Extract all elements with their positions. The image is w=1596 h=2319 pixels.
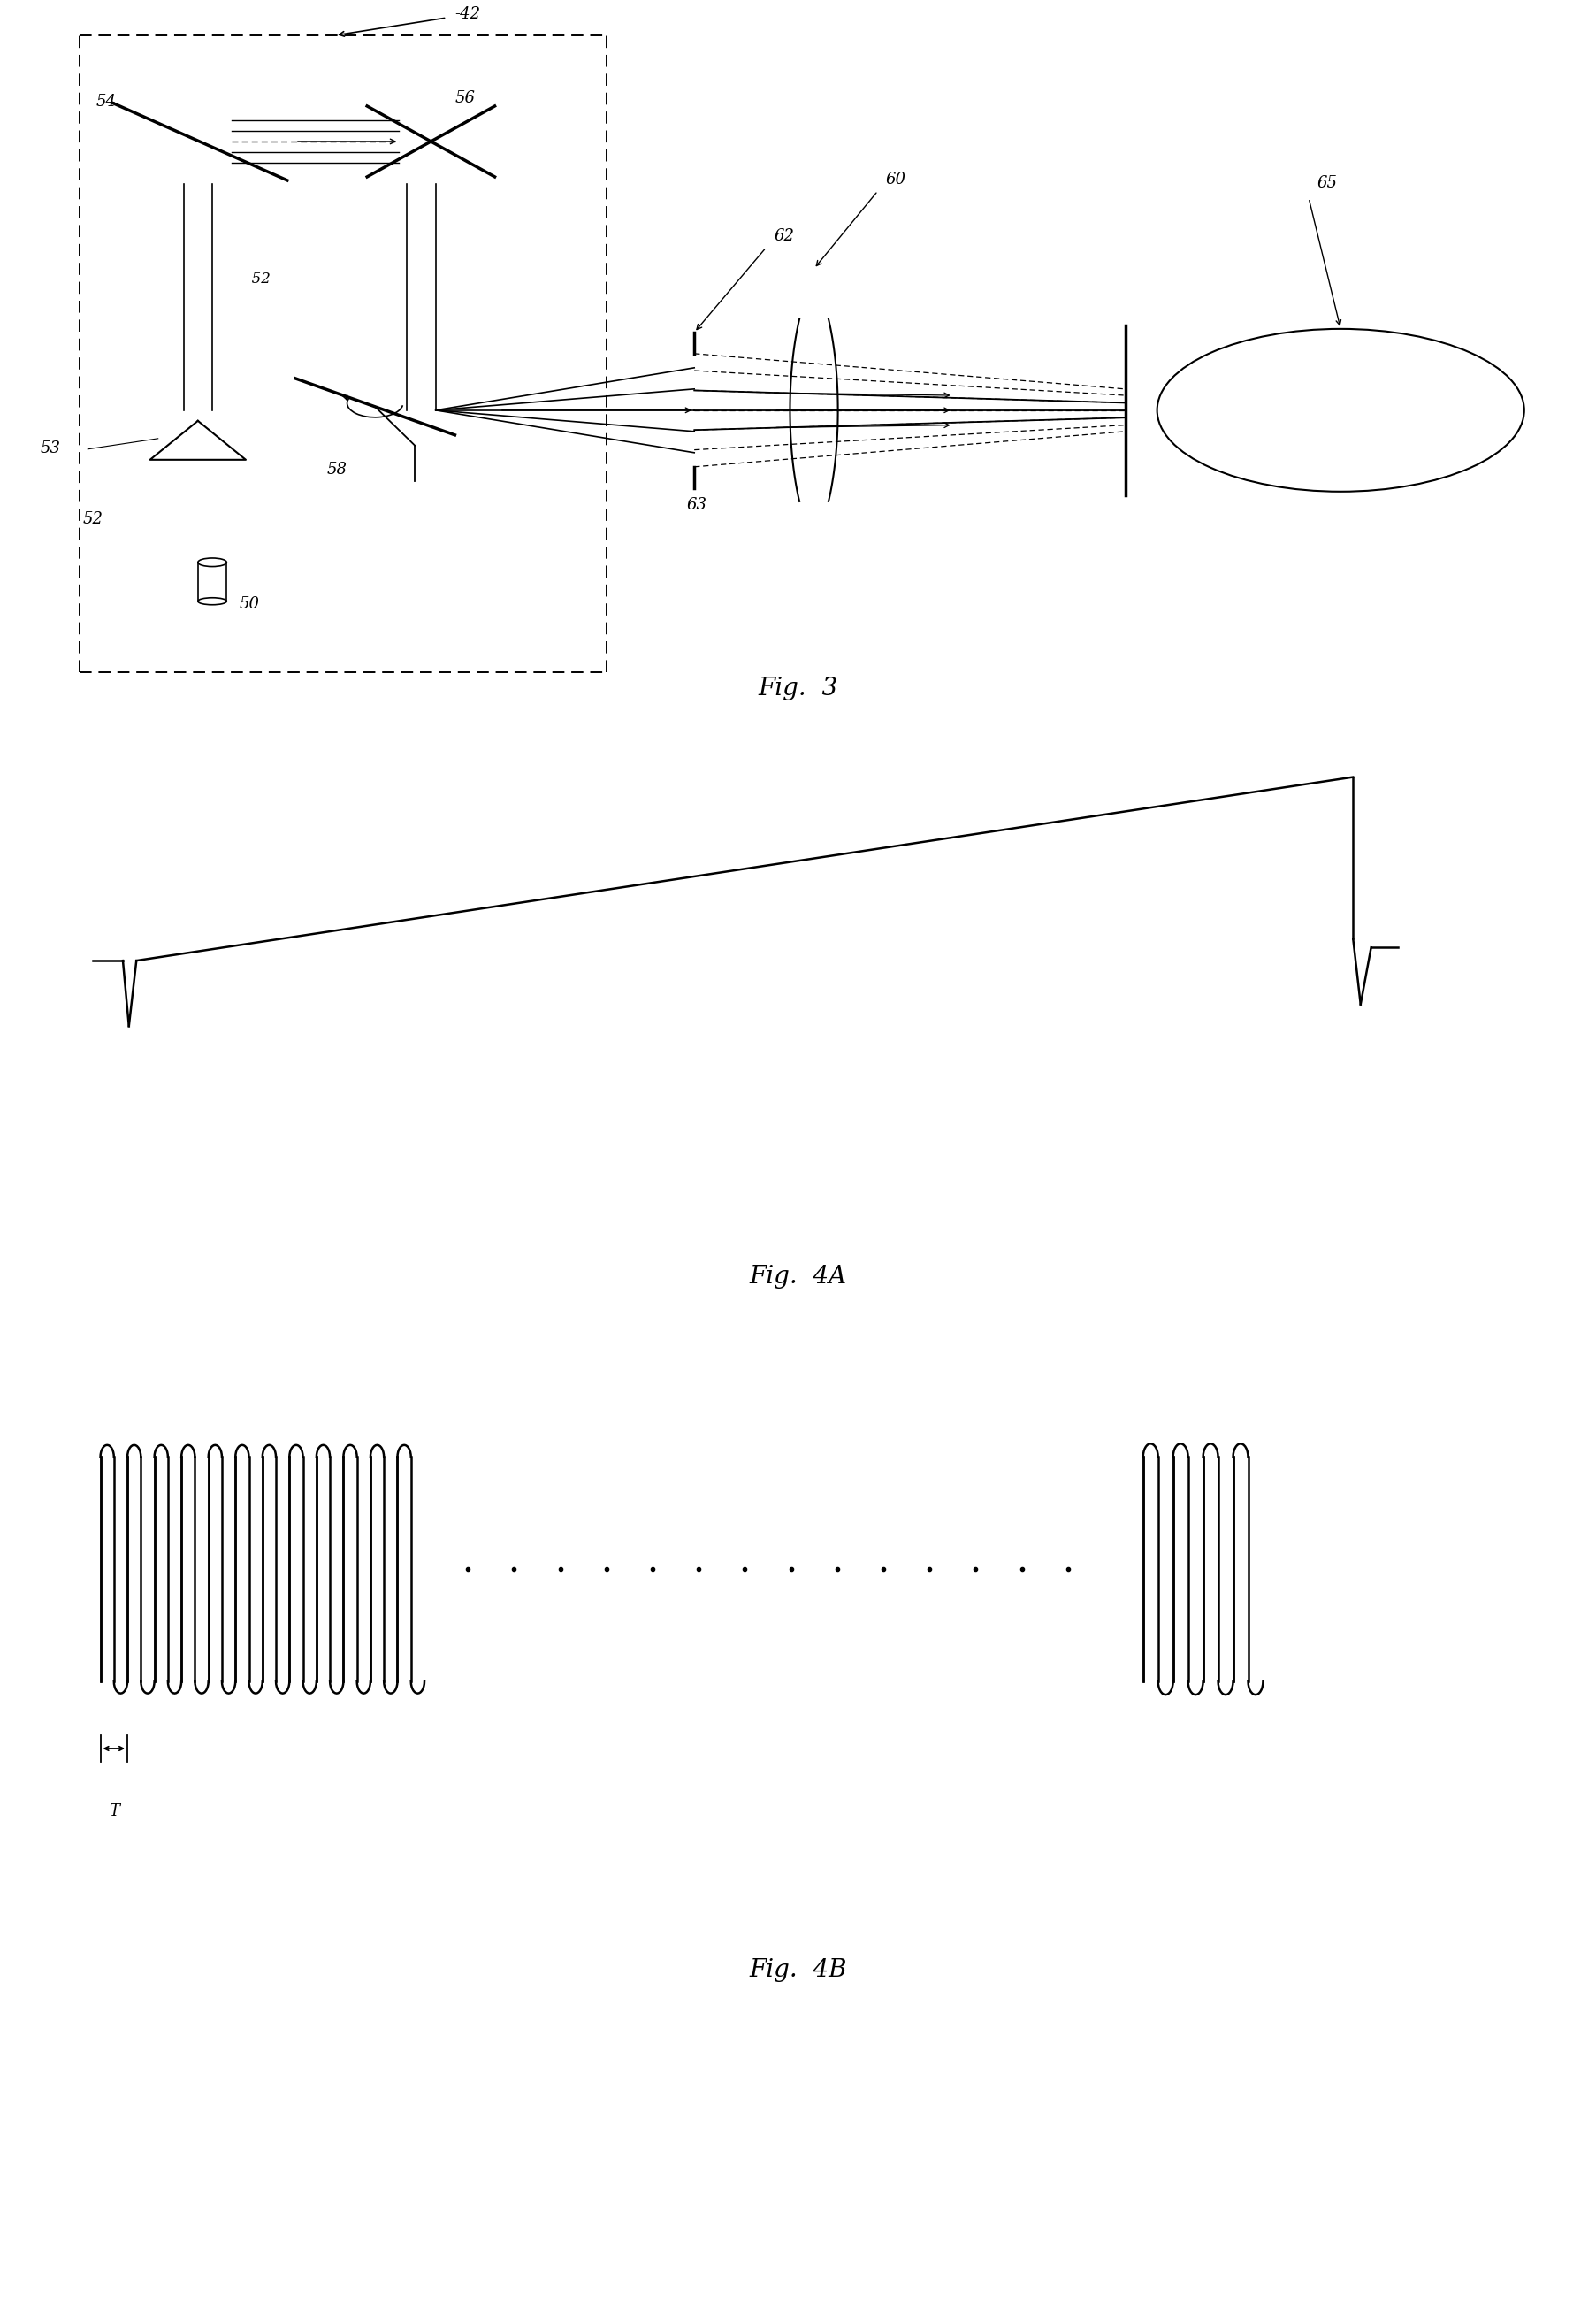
Text: 56: 56 [455, 90, 476, 107]
Text: 58: 58 [327, 461, 348, 478]
Text: 60: 60 [886, 172, 907, 188]
Text: Fig.  3: Fig. 3 [758, 677, 838, 700]
Text: 53: 53 [40, 441, 61, 457]
Text: 65: 65 [1317, 174, 1337, 190]
Text: 62: 62 [774, 227, 795, 243]
Text: -42: -42 [455, 7, 480, 23]
Text: Fig.  4B: Fig. 4B [749, 1957, 847, 1983]
Text: 52: 52 [83, 510, 104, 526]
Text: 50: 50 [239, 596, 260, 612]
Text: -52: -52 [247, 271, 271, 288]
Text: Fig.  4A: Fig. 4A [749, 1264, 847, 1289]
Text: 54: 54 [96, 93, 117, 109]
Text: 63: 63 [686, 496, 707, 512]
Text: T: T [109, 1804, 120, 1820]
